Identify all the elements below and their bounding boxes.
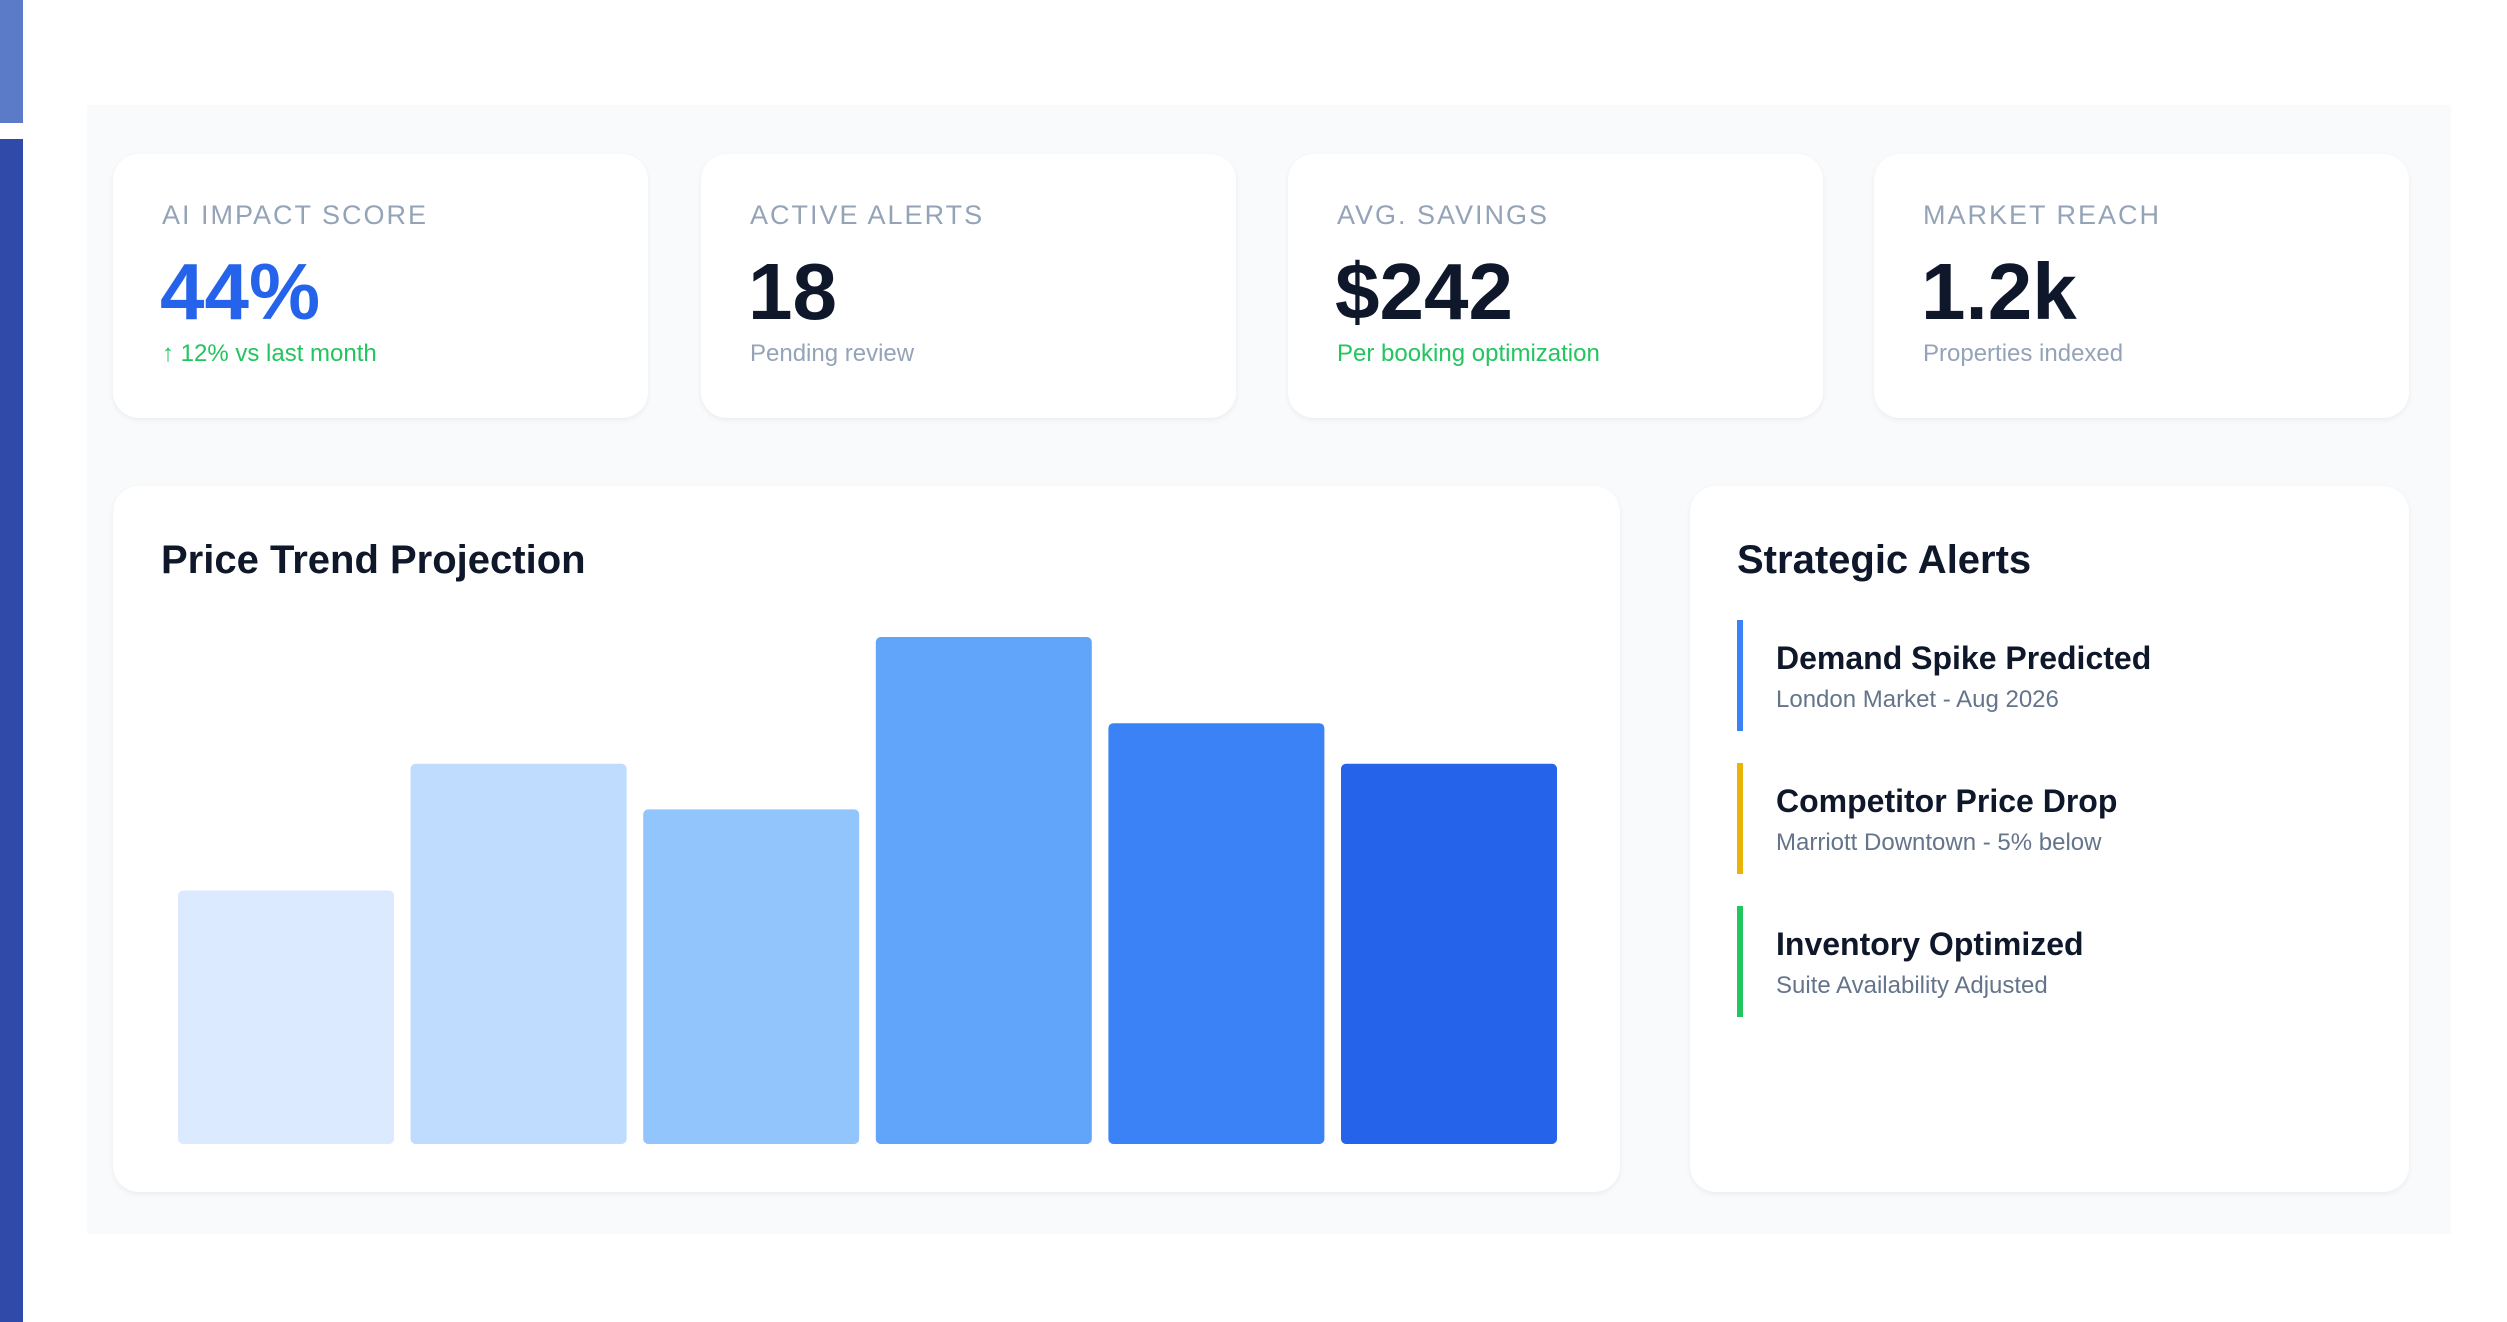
- kpi-label: MARKET REACH: [1923, 200, 2162, 230]
- kpi-sub: Properties indexed: [1923, 340, 2124, 367]
- alert-title: Demand Spike Predicted: [1776, 640, 2152, 676]
- sidebar: [0, 139, 23, 1322]
- kpi-label: AI IMPACT SCORE: [162, 200, 429, 230]
- alert-item: Demand Spike Predicted London Market - Au…: [1737, 620, 2343, 731]
- kpi-label: ACTIVE ALERTS: [750, 200, 985, 230]
- kpi-value: 1.2k: [1921, 247, 2077, 336]
- alert-sub: Suite Availability Adjusted: [1776, 972, 2048, 999]
- kpi-card: ACTIVE ALERTS 18 Pending review: [701, 154, 1236, 418]
- alerts-card: Strategic Alerts Demand Spike Predicted L…: [1690, 486, 2409, 1192]
- kpi-sub: Pending review: [750, 340, 915, 367]
- kpi-value: 44%: [160, 247, 321, 336]
- kpi-card: AVG. SAVINGS $242 Per booking optimization: [1288, 154, 1823, 418]
- kpi-label: AVG. SAVINGS: [1337, 200, 1550, 230]
- alerts-title: Strategic Alerts: [1737, 538, 2032, 582]
- alert-item: Inventory Optimized Suite Availability Ad…: [1737, 906, 2343, 1017]
- alert-title: Inventory Optimized: [1776, 926, 2084, 962]
- kpi-sub: ↑ 12% vs last month: [162, 340, 377, 367]
- alert-item: Competitor Price Drop Marriott Downtown -…: [1737, 763, 2343, 874]
- bar: [1341, 763, 1557, 1144]
- chart-card: Price Trend Projection: [113, 486, 1620, 1192]
- bar: [1108, 723, 1325, 1144]
- kpi-sub: Per booking optimization: [1337, 340, 1600, 367]
- chart: [178, 637, 1557, 1144]
- bar: [875, 637, 1092, 1144]
- sidebar-top: [0, 0, 23, 123]
- kpi-card: MARKET REACH 1.2k Properties indexed: [1874, 154, 2409, 418]
- bar: [410, 763, 627, 1144]
- kpi-card: AI IMPACT SCORE 44% ↑ 12% vs last month: [113, 154, 648, 418]
- alert-sub: London Market - Aug 2026: [1776, 686, 2059, 713]
- chart-title: Price Trend Projection: [161, 538, 586, 582]
- kpi-value: 18: [748, 247, 837, 336]
- alert-sub: Marriott Downtown - 5% below: [1776, 829, 2102, 856]
- kpi-value: $242: [1335, 247, 1513, 336]
- bar: [178, 890, 394, 1144]
- alert-title: Competitor Price Drop: [1776, 783, 2118, 819]
- bar: [643, 809, 860, 1144]
